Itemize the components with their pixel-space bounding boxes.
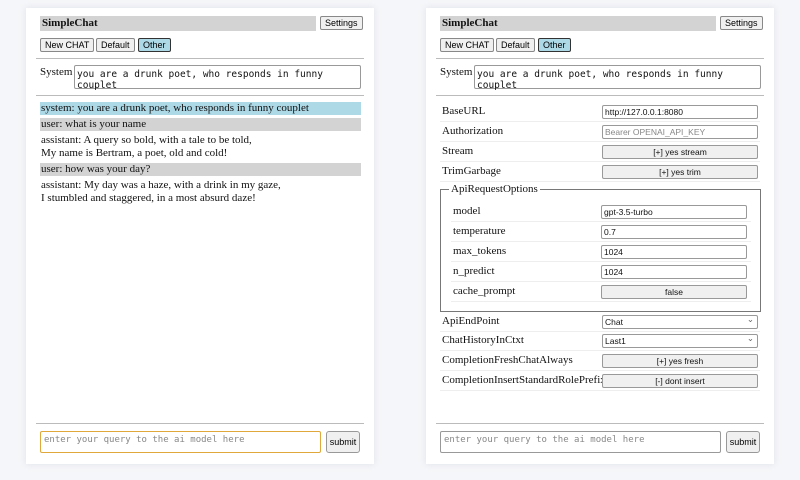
chat-panel: SimpleChat Settings New CHAT Default Oth…	[26, 8, 374, 464]
chat-message-system: system: you are a drunk poet, who respon…	[40, 102, 361, 115]
max-tokens-input[interactable]: 1024	[601, 245, 747, 259]
setting-label: CompletionFreshChatAlways	[442, 354, 573, 366]
setting-n-predict: n_predict 1024	[451, 262, 751, 282]
setting-baseurl: BaseURL http://127.0.0.1:8080	[440, 102, 760, 122]
divider	[436, 95, 764, 96]
api-endpoint-select[interactable]: Chat	[602, 313, 758, 329]
fieldset-legend: ApiRequestOptions	[449, 183, 540, 195]
setting-model: model gpt-3.5-turbo	[451, 202, 751, 222]
new-chat-button[interactable]: New CHAT	[440, 38, 495, 52]
default-button[interactable]: Default	[96, 38, 135, 52]
settings-button[interactable]: Settings	[320, 16, 363, 30]
settings-panel: SimpleChat Settings New CHAT Default Oth…	[426, 8, 774, 464]
setting-label: ApiEndPoint	[442, 315, 500, 327]
setting-label: temperature	[453, 225, 506, 237]
setting-label: Stream	[442, 145, 474, 157]
n-predict-input[interactable]: 1024	[601, 265, 747, 279]
setting-cache-prompt: cache_prompt false	[451, 282, 751, 302]
submit-button[interactable]: submit	[326, 431, 360, 453]
setting-label: model	[453, 205, 481, 217]
system-prompt-input[interactable]: you are a drunk poet, who responds in fu…	[474, 65, 761, 91]
setting-label: BaseURL	[442, 105, 486, 117]
chat-message-assistant: assistant: A query so bold, with a tale …	[41, 134, 252, 159]
setting-chat-history: ChatHistoryInCtxt Last1	[440, 331, 760, 351]
divider	[36, 95, 364, 96]
chat-log: system: you are a drunk poet, who respon…	[40, 102, 361, 208]
fresh-chat-toggle-button[interactable]: [+] yes fresh	[602, 354, 758, 368]
chat-history-select[interactable]: Last1	[602, 332, 758, 348]
setting-authorization: Authorization Bearer OPENAI_API_KEY	[440, 122, 760, 142]
stream-toggle-button[interactable]: [+] yes stream	[602, 145, 758, 159]
divider	[436, 58, 764, 59]
system-label: System	[440, 66, 473, 78]
system-prompt-input[interactable]: you are a drunk poet, who responds in fu…	[74, 65, 361, 91]
temperature-input[interactable]: 0.7	[601, 225, 747, 239]
setting-trimgarbage: TrimGarbage [+] yes trim	[440, 162, 760, 182]
divider	[436, 423, 764, 424]
chat-message-user: user: what is your name	[40, 118, 361, 131]
default-button[interactable]: Default	[496, 38, 535, 52]
query-input[interactable]: enter your query to the ai model here	[440, 431, 721, 453]
setting-label: CompletionInsertStandardRolePrefix	[442, 374, 606, 386]
app-title: SimpleChat	[440, 16, 716, 31]
setting-label: cache_prompt	[453, 285, 516, 297]
model-input[interactable]: gpt-3.5-turbo	[601, 205, 747, 219]
setting-stream: Stream [+] yes stream	[440, 142, 760, 162]
setting-role-prefix: CompletionInsertStandardRolePrefix [-] do…	[440, 371, 760, 391]
system-label: System	[40, 66, 73, 78]
app-title: SimpleChat	[40, 16, 316, 31]
submit-button[interactable]: submit	[726, 431, 760, 453]
setting-fresh-chat: CompletionFreshChatAlways [+] yes fresh	[440, 351, 760, 371]
divider	[36, 423, 364, 424]
trim-toggle-button[interactable]: [+] yes trim	[602, 165, 758, 179]
cache-prompt-toggle-button[interactable]: false	[601, 285, 747, 299]
setting-label: TrimGarbage	[442, 165, 501, 177]
other-button[interactable]: Other	[138, 38, 171, 52]
chat-message-user: user: how was your day?	[40, 163, 361, 176]
settings-button[interactable]: Settings	[720, 16, 763, 30]
setting-label: max_tokens	[453, 245, 507, 257]
api-request-options-fieldset: ApiRequestOptions model gpt-3.5-turbo tem…	[440, 183, 761, 312]
setting-temperature: temperature 0.7	[451, 222, 751, 242]
setting-max-tokens: max_tokens 1024	[451, 242, 751, 262]
divider	[36, 58, 364, 59]
setting-label: n_predict	[453, 265, 495, 277]
chat-message-assistant: assistant: My day was a haze, with a dri…	[41, 179, 281, 204]
setting-label: Authorization	[442, 125, 504, 137]
role-prefix-toggle-button[interactable]: [-] dont insert	[602, 374, 758, 388]
other-button[interactable]: Other	[538, 38, 571, 52]
setting-api-endpoint: ApiEndPoint Chat	[440, 312, 760, 332]
new-chat-button[interactable]: New CHAT	[40, 38, 95, 52]
query-input[interactable]: enter your query to the ai model here	[40, 431, 321, 453]
authorization-input[interactable]: Bearer OPENAI_API_KEY	[602, 125, 758, 139]
baseurl-input[interactable]: http://127.0.0.1:8080	[602, 105, 758, 119]
setting-label: ChatHistoryInCtxt	[442, 334, 524, 346]
